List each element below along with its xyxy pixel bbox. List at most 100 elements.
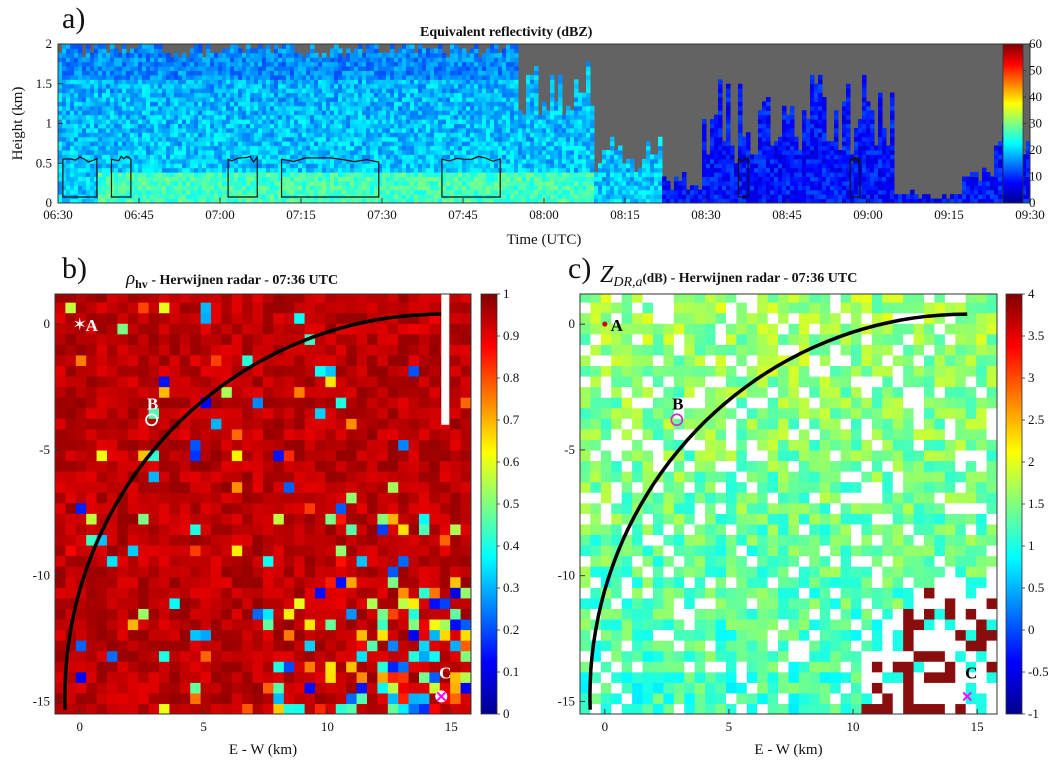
panel-a-cell [410,150,415,155]
panel-a-cell [258,194,263,200]
panel-a-cell [58,92,63,98]
panel-a-cell [510,110,515,116]
panel-a-cell [386,150,391,155]
panel-a-cell [450,114,455,120]
panel-a-cell [466,198,471,203]
panel-a-cell [630,189,635,195]
panel-a-cell [98,150,103,155]
panel-a-cell [470,97,475,102]
panel-a-cell [718,163,723,169]
panel-a-cell [510,150,515,155]
panel-a-cell [498,119,503,124]
panel-a-cell [558,97,563,102]
panel-a-cell [590,189,595,195]
panel-a-cell [502,119,507,124]
panel-a-cell [610,145,615,151]
panel-a-cell [298,97,303,102]
panel-a-cell [238,163,243,169]
panel-a-cell [430,70,435,76]
panel-a-cell [138,48,143,54]
panel-a-cell [462,158,467,164]
panel-a-cell [522,180,527,186]
panel-a-cell [242,123,247,129]
panel-a-cell [662,180,667,186]
panel-a-cell [82,176,87,182]
panel-a-cell [322,163,327,169]
panel-a-cell [378,136,383,142]
panel-a-cell [510,114,515,120]
panel-a-cell [182,66,187,71]
panel-a-cell [738,132,743,138]
panel-a-cell [258,119,263,124]
panel-a-cell [462,136,467,142]
panel-a-cell [322,110,327,116]
panel-a-cell [418,88,423,94]
panel-a-cell [390,48,395,54]
panel-a-cell [438,150,443,155]
panel-a-cell [90,66,95,71]
panel-a-cell [374,70,379,76]
panel-a-cell [474,70,479,76]
panel-a-cell [446,110,451,116]
panel-a-cell [714,145,719,151]
panel-a-cell [230,163,235,169]
panel-a-cell [542,114,547,120]
panel-a-cell [434,97,439,102]
panel-a-cell [62,52,67,58]
panel-a-cell [654,172,659,177]
panel-a-cell [218,172,223,177]
panel-a-cell [62,61,67,67]
panel-a-cell [294,105,299,111]
panel-a-cell [426,48,431,54]
panel-a-cell [70,61,75,67]
panel-a-cell [398,79,403,85]
panel-a-cell [426,88,431,94]
panel-a-cell [114,185,119,191]
panel-a-cell [486,123,491,129]
panel-a-cell [186,114,191,120]
panel-a-cell [406,110,411,116]
panel-a-cell [126,145,131,151]
panel-a-cell [310,145,315,151]
panel-a-cell [230,92,235,98]
panel-a-cell [262,119,267,124]
panel-a-cell [414,145,419,151]
panel-a-cell [154,110,159,116]
panel-a-cell [142,123,147,129]
panel-a-cell [478,114,483,120]
panel-a-cell [118,105,123,111]
panel-a-cell [446,123,451,129]
panel-a-cell [258,136,263,142]
panel-a-cell [494,154,499,160]
panel-a-cell [590,180,595,186]
panel-a-cell [126,105,131,111]
panel-a-cell [478,132,483,138]
panel-a-cell [462,70,467,76]
panel-a-cell [522,194,527,200]
panel-c-title-rest: - Herwijnen radar - 07:36 UTC [667,271,858,286]
panel-a-cell [610,176,615,182]
panel-a-cell [358,132,363,138]
panel-a-cell [478,176,483,182]
panel-a-cell [174,132,179,138]
panel-a-cell [350,61,355,67]
panel-a-cell [58,70,63,76]
panel-a-cell [338,154,343,160]
panel-a-cell [258,150,263,155]
panel-a-cell [126,172,131,177]
panel-a-cell [218,70,223,76]
panel-a-cell [294,145,299,151]
panel-a-cell [714,127,719,133]
panel-a-cell [442,141,447,147]
panel-a-cell [102,185,107,191]
panel-a-cell [198,74,203,80]
panel-a-cell [490,119,495,124]
panel-a-cell [274,150,279,155]
panel-a-cell [470,83,475,89]
panel-a-cell [146,185,151,191]
panel-a-cell [366,172,371,177]
panel-a-cell [398,74,403,80]
panel-a-cell [598,167,603,173]
panel-a-cell [178,119,183,124]
panel-a-cell [286,185,291,191]
